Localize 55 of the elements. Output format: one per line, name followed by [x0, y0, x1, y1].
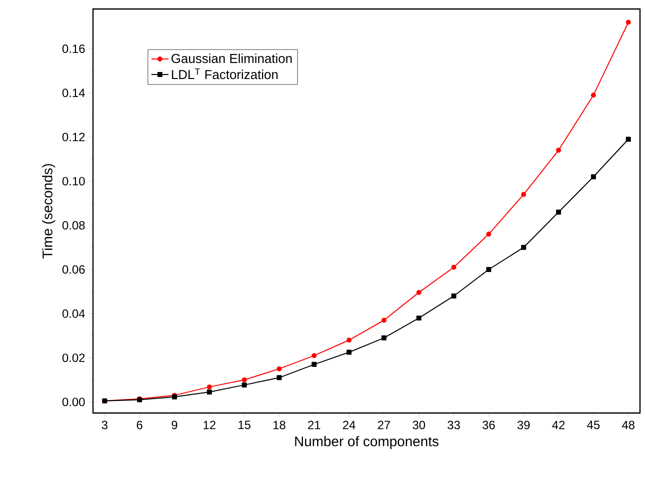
- point: [626, 20, 631, 25]
- point: [556, 148, 562, 153]
- point: [206, 390, 212, 395]
- x-tick-label: 9: [172, 420, 178, 430]
- point: [312, 362, 317, 367]
- point: [556, 210, 562, 215]
- point: [242, 382, 247, 388]
- x-tick-label: 15: [238, 420, 250, 430]
- point: [521, 192, 526, 197]
- y-tick-label: 0.08: [62, 221, 85, 230]
- y-tick-label: 0.10: [62, 176, 85, 186]
- x-tick-label: 33: [448, 420, 460, 430]
- point: [590, 92, 596, 98]
- point: [242, 377, 247, 382]
- y-tick-label: 0.00: [62, 398, 85, 406]
- point: [416, 290, 422, 295]
- y-tick-label: 0.06: [62, 265, 85, 274]
- point: [486, 232, 492, 237]
- y-tick-label: 0.04: [62, 309, 85, 318]
- y-tick-label: 0.14: [62, 88, 85, 98]
- point: [346, 350, 352, 355]
- x-tick-label: 30: [412, 420, 426, 430]
- point: [381, 318, 386, 323]
- point: [346, 338, 352, 343]
- x-tick-label: 48: [622, 420, 634, 430]
- point: [451, 293, 456, 298]
- point: [626, 136, 631, 142]
- point: [206, 384, 212, 390]
- x-tick-label: 27: [378, 420, 390, 430]
- x-tick-label: 39: [517, 420, 530, 430]
- x-tick-label: 21: [308, 420, 320, 430]
- y-tick-label: 0.16: [62, 44, 85, 53]
- x-axis-title: Number of components: [295, 436, 438, 450]
- point: [312, 353, 317, 358]
- legend-label: Gaussian Elimination: [172, 54, 292, 64]
- x-tick-label: 3: [102, 420, 108, 430]
- x-tick-label: 42: [552, 420, 565, 430]
- point: [276, 375, 282, 380]
- y-tick-label: 0.12: [62, 132, 85, 142]
- x-tick-label: 12: [204, 420, 216, 430]
- point: [381, 335, 386, 340]
- x-tick-label: 45: [587, 420, 600, 430]
- point: [451, 264, 456, 270]
- y-tick-label: 0.02: [62, 354, 85, 362]
- x-tick-label: 6: [136, 420, 142, 430]
- x-tick-label: 18: [273, 420, 286, 430]
- y-axis-title: Time (seconds): [42, 164, 56, 258]
- point: [590, 174, 596, 180]
- x-tick-label: 36: [482, 420, 495, 430]
- point: [416, 316, 422, 321]
- legend-label: LDL$^{T}$ Factorization: [172, 68, 278, 80]
- point: [486, 266, 492, 272]
- point: [276, 366, 282, 372]
- point: [521, 244, 526, 250]
- x-tick-label: 24: [342, 420, 356, 430]
